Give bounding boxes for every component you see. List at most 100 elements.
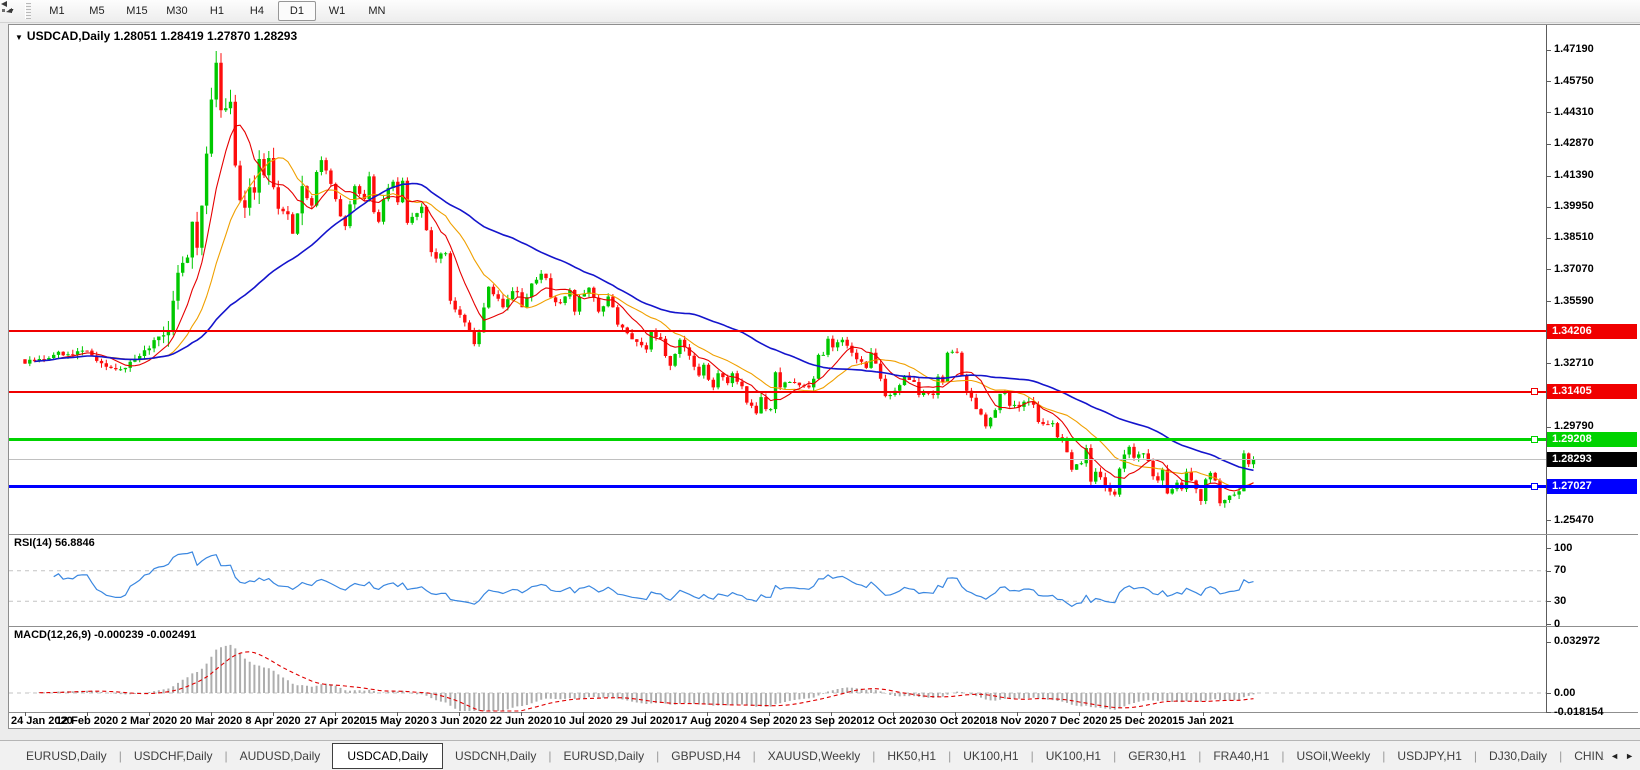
horizontal-line-1.31405[interactable] bbox=[9, 390, 1546, 393]
tab-scroll-left-icon[interactable]: ◄ bbox=[1610, 750, 1620, 761]
timeframe-button-M30[interactable]: M30 bbox=[166, 5, 188, 17]
tab-EURUSD-Daily[interactable]: EURUSD,Daily bbox=[563, 748, 645, 763]
top-toolbar: ▼ M1 M5 M15 M30 H1 H4 D1 W1 MN bbox=[0, 0, 1640, 23]
date-axis-label: 24 Jan 2020 bbox=[11, 715, 73, 727]
up-candle-bodies bbox=[28, 62, 1256, 504]
timeframe-button-group: M1 M5 M15 M30 H1 H4 D1 W1 MN bbox=[37, 0, 397, 22]
macd-tick-dash bbox=[1546, 693, 1551, 694]
date-axis-label: 22 Jun 2020 bbox=[489, 715, 553, 727]
tab-separator: | bbox=[872, 748, 876, 763]
macd-axis-tick: -0.018154 bbox=[1554, 705, 1604, 718]
tab-FRA40-H1[interactable]: FRA40,H1 bbox=[1213, 748, 1270, 763]
horizontal-line-1.34206[interactable] bbox=[9, 330, 1546, 332]
timeframe-button-H1[interactable]: H1 bbox=[209, 5, 224, 17]
price-line-badge-1.28293: 1.28293 bbox=[1547, 451, 1637, 467]
line-handle-1.29208[interactable] bbox=[1531, 435, 1538, 443]
date-axis-border bbox=[9, 712, 1638, 713]
collapse-arrow-icon[interactable]: ▼ bbox=[15, 33, 23, 42]
price-axis-line bbox=[1546, 25, 1547, 712]
date-tick bbox=[955, 712, 956, 716]
price-tick-dash bbox=[1546, 81, 1551, 83]
tab-scroll-controls: ◄ ► bbox=[1604, 751, 1640, 761]
price-axis-tick: 1.42870 bbox=[1554, 137, 1594, 149]
date-tick bbox=[831, 712, 832, 716]
timeframe-button-MN[interactable]: MN bbox=[368, 5, 386, 17]
price-axis-tick: 1.35590 bbox=[1554, 294, 1594, 307]
toolbar-grip-handle[interactable] bbox=[24, 3, 31, 19]
macd-histogram bbox=[28, 644, 1255, 711]
chart-tabs: EURUSD,Daily | USDCHF,Daily | AUDUSD,Daily US… bbox=[14, 741, 1604, 770]
rsi-pane[interactable]: RSI(14) 56.8846 bbox=[9, 535, 1546, 626]
price-axis-tick: 1.39950 bbox=[1554, 200, 1594, 213]
tab-USOil-Weekly[interactable]: USOil,Weekly bbox=[1296, 748, 1371, 763]
tab-separator: | bbox=[1382, 748, 1386, 763]
horizontal-line-1.29208[interactable] bbox=[9, 437, 1546, 441]
price-tick-dash bbox=[1546, 206, 1551, 208]
rsi-axis-tick: 30 bbox=[1554, 594, 1567, 607]
pane-splitter-rsi[interactable] bbox=[9, 534, 1638, 535]
moving-average-17 bbox=[34, 157, 1254, 488]
tab-separator: | bbox=[224, 748, 228, 763]
price-axis-tick: 1.45750 bbox=[1554, 74, 1594, 87]
date-axis-label: 15 Jan 2021 bbox=[1172, 715, 1234, 727]
tab-separator: | bbox=[1113, 748, 1117, 763]
price-axis-tick: 1.25470 bbox=[1554, 513, 1594, 526]
tab-USDCNH-Daily[interactable]: USDCNH,Daily bbox=[455, 748, 537, 763]
tab-separator: | bbox=[656, 748, 660, 763]
horizontal-line-1.27027[interactable] bbox=[9, 484, 1546, 488]
date-tick bbox=[583, 712, 584, 716]
tab-AUDUSD-Daily[interactable]: AUDUSD,Daily bbox=[239, 748, 321, 763]
date-tick bbox=[893, 712, 894, 716]
line-handle-1.27027[interactable] bbox=[1531, 482, 1538, 490]
tab-scroll-right-icon[interactable]: ► bbox=[1625, 750, 1634, 761]
chart-tools-button[interactable]: ▼ bbox=[0, 1, 19, 21]
timeframe-button-D1[interactable]: D1 bbox=[277, 1, 316, 21]
date-tick bbox=[1017, 712, 1018, 716]
tab-UK100-H1[interactable]: UK100,H1 bbox=[963, 748, 1019, 763]
main-price-pane[interactable]: ▼ USDCAD,Daily 1.28051 1.28419 1.27870 1.… bbox=[9, 25, 1546, 534]
macd-label: MACD(12,26,9) -0.000239 -0.002491 bbox=[14, 629, 197, 641]
price-axis-tick: 1.37070 bbox=[1554, 262, 1594, 275]
tab-separator: | bbox=[1030, 748, 1034, 763]
rsi-label: RSI(14) 56.8846 bbox=[14, 537, 95, 549]
tab-USDJPY-H1[interactable]: USDJPY,H1 bbox=[1397, 748, 1462, 763]
date-axis[interactable]: 24 Jan 2020 12 Feb 2020 2 Mar 2020 20 Mar 2… bbox=[9, 712, 1546, 727]
tab-GER30-H1[interactable]: GER30,H1 bbox=[1128, 748, 1187, 763]
tab-USDCHF-Daily[interactable]: USDCHF,Daily bbox=[133, 748, 213, 763]
timeframe-button-M1[interactable]: M1 bbox=[49, 5, 65, 17]
date-axis-label: 7 Dec 2020 bbox=[1050, 715, 1108, 727]
moving-average-45 bbox=[34, 182, 1254, 472]
chart-tab-bar: EURUSD,Daily | USDCHF,Daily | AUDUSD,Daily US… bbox=[0, 740, 1640, 770]
date-axis-label: 25 Dec 2020 bbox=[1109, 715, 1173, 727]
tab-XAUUSD-Weekly[interactable]: XAUUSD,Weekly bbox=[767, 748, 861, 763]
timeframe-button-M5[interactable]: M5 bbox=[89, 5, 105, 17]
date-tick bbox=[273, 712, 274, 716]
pane-splitter-macd[interactable] bbox=[9, 626, 1638, 627]
tab-GBPUSD-H4[interactable]: GBPUSD,H4 bbox=[671, 748, 741, 763]
date-axis-label: 8 Apr 2020 bbox=[245, 715, 301, 727]
tab-DJ30-Daily[interactable]: DJ30,Daily bbox=[1489, 748, 1548, 763]
timeframe-button-W1[interactable]: W1 bbox=[328, 5, 346, 17]
price-tick-dash bbox=[1546, 363, 1551, 365]
tab-separator: | bbox=[1198, 748, 1202, 763]
date-axis-label: 2 Mar 2020 bbox=[120, 715, 178, 727]
tab-HK50-H1[interactable]: HK50,H1 bbox=[887, 748, 937, 763]
timeframe-button-H4[interactable]: H4 bbox=[249, 5, 264, 17]
tab-USDCAD-Daily[interactable]: USDCAD,Daily bbox=[332, 742, 443, 769]
date-axis-label: 30 Oct 2020 bbox=[924, 715, 986, 727]
price-axis-tick: 1.44310 bbox=[1554, 105, 1594, 118]
tab-CHINA300-H1[interactable]: CHINA300,H1 bbox=[1574, 748, 1604, 763]
macd-pane[interactable]: MACD(12,26,9) -0.000239 -0.002491 bbox=[9, 627, 1546, 712]
date-tick bbox=[211, 712, 212, 716]
date-axis-label: 29 Jul 2020 bbox=[615, 715, 675, 727]
line-handle-1.31405[interactable] bbox=[1531, 388, 1538, 396]
timeframe-button-M15[interactable]: M15 bbox=[126, 5, 148, 17]
date-tick bbox=[645, 712, 646, 716]
tab-UK100-H1[interactable]: UK100,H1 bbox=[1045, 748, 1102, 763]
rsi-tick-dash bbox=[1546, 601, 1551, 603]
price-tick-dash bbox=[1546, 112, 1551, 114]
tab-EURUSD-Daily[interactable]: EURUSD,Daily bbox=[26, 748, 107, 763]
date-tick bbox=[25, 712, 26, 716]
price-axis[interactable]: 1.34206 1.31405 1.29208 1.28293 1.27027 1.471… bbox=[1546, 25, 1638, 718]
date-tick bbox=[87, 712, 88, 716]
